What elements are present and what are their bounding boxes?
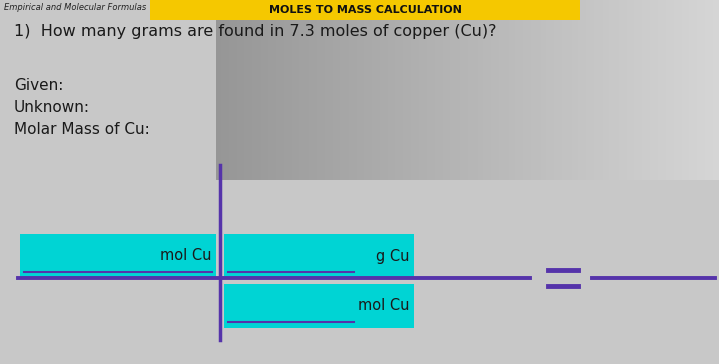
Text: Molar Mass of Cu:: Molar Mass of Cu: [14, 122, 150, 137]
Bar [224, 284, 414, 328]
Bar [20, 234, 216, 278]
Text: 1)  How many grams are found in 7.3 moles of copper (Cu)?: 1) How many grams are found in 7.3 moles… [14, 24, 497, 39]
Text: mol Cu: mol Cu [160, 249, 212, 264]
Bar [224, 234, 414, 278]
Text: mol Cu: mol Cu [359, 298, 410, 313]
Bar [150, 0, 580, 20]
Text: g Cu: g Cu [377, 249, 410, 264]
Text: Given:: Given: [14, 78, 63, 93]
Text: Empirical and Molecular Formulas: Empirical and Molecular Formulas [4, 3, 146, 12]
Text: MOLES TO MASS CALCULATION: MOLES TO MASS CALCULATION [269, 5, 462, 15]
Text: Unknown:: Unknown: [14, 100, 90, 115]
